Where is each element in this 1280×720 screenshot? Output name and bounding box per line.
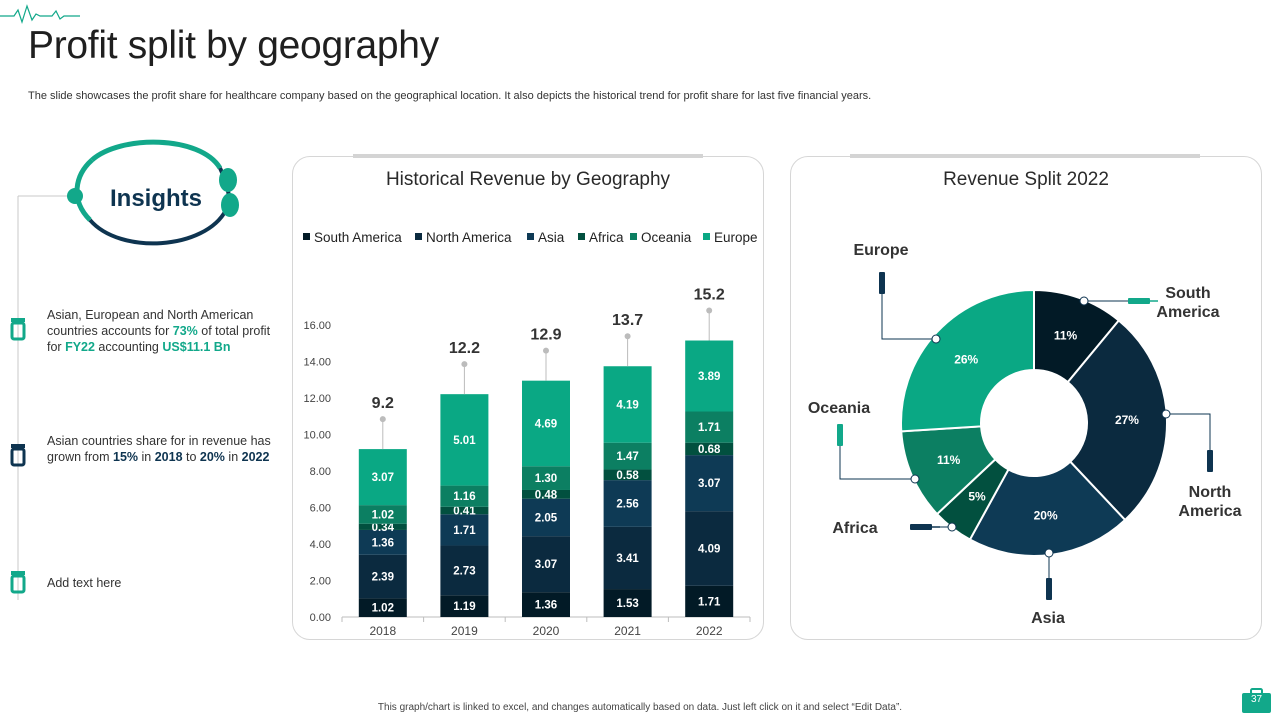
bar-chart-title: Historical Revenue by Geography xyxy=(385,169,671,190)
page-number: 37 xyxy=(1250,694,1263,705)
insight-item-3: Add text here xyxy=(47,576,122,590)
footer-note: This graph/chart is linked to excel, and… xyxy=(377,702,903,713)
stethoscope-icon xyxy=(10,139,239,600)
panel-top-bar xyxy=(850,154,1200,158)
panel-top-bar xyxy=(353,154,703,158)
donut-chart-title: Revenue Split 2022 xyxy=(943,169,1109,190)
vial-icon-3 xyxy=(10,571,26,594)
donut-chart-panel xyxy=(790,156,1262,640)
pulse-line-icon xyxy=(0,4,80,24)
bar-chart-panel xyxy=(292,156,764,640)
page-subtitle: The slide showcases the profit share for… xyxy=(28,90,872,102)
vial-icon-2 xyxy=(10,444,26,467)
briefcase-icon xyxy=(1242,688,1271,713)
vial-icon-1 xyxy=(10,318,26,341)
insight-item-1: Asian, European and North American count… xyxy=(47,308,271,354)
insights-heading: Insights xyxy=(110,185,203,212)
page-title: Profit split by geography xyxy=(28,24,439,67)
insight-item-2: Asian countries share for in revenue has… xyxy=(47,434,271,464)
